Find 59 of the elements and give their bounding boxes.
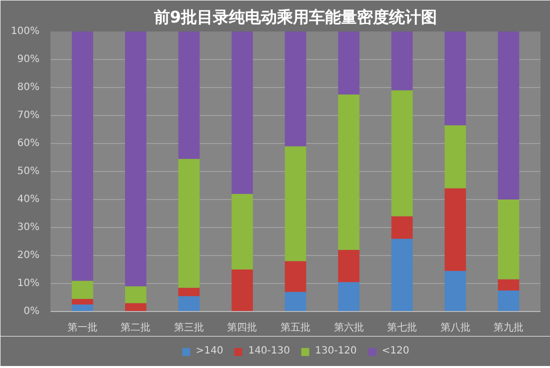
y-tick-label: 10%	[17, 278, 40, 289]
bar	[498, 290, 520, 312]
bar	[391, 32, 413, 90]
x-tick-label: 第七批	[387, 322, 418, 334]
x-tick-label: 第一批	[67, 322, 98, 334]
y-tick-label: 60%	[17, 138, 40, 149]
bar	[391, 90, 413, 216]
x-tick-label: 第五批	[280, 322, 310, 334]
y-tick-label: 50%	[17, 166, 40, 177]
bar	[178, 296, 200, 312]
bar	[284, 261, 306, 292]
legend-label: <120	[382, 346, 410, 356]
x-tick-label: 第二批	[120, 322, 151, 334]
x-tick-label: 第六批	[334, 322, 364, 334]
bar	[72, 280, 94, 299]
bar	[338, 250, 360, 282]
bar	[444, 125, 466, 188]
legend-label: 140-130	[248, 346, 290, 356]
legend-label: 130-120	[315, 346, 357, 356]
bar	[391, 238, 413, 312]
y-tick-label: 40%	[17, 194, 40, 205]
y-tick-label: 70%	[17, 110, 40, 121]
bar	[125, 303, 146, 312]
y-tick-label: 0%	[24, 306, 40, 317]
bar	[232, 194, 253, 270]
x-tick-label: 第九批	[494, 322, 524, 334]
bar	[498, 32, 520, 200]
y-tick-label: 100%	[10, 26, 40, 37]
bar	[338, 94, 360, 250]
bar	[125, 32, 146, 286]
bar	[498, 279, 520, 290]
x-tick-label: 第四批	[227, 322, 258, 334]
bar	[498, 200, 520, 280]
bar	[444, 32, 466, 126]
bar	[178, 158, 200, 288]
bar	[72, 304, 94, 312]
bar	[444, 188, 466, 271]
bar	[232, 32, 253, 194]
bar	[72, 298, 94, 304]
bar	[391, 216, 413, 239]
bar	[178, 288, 200, 296]
bar	[284, 32, 306, 146]
y-tick-label: 30%	[17, 222, 40, 233]
bar	[125, 286, 146, 304]
bar	[178, 32, 200, 159]
chart-title: 前9批目录纯电动乘用车能量密度统计图	[152, 8, 438, 26]
y-tick-label: 90%	[17, 54, 40, 65]
bar	[232, 270, 253, 312]
bar	[338, 32, 360, 94]
y-tick-label: 20%	[17, 250, 40, 261]
bar	[284, 146, 306, 262]
bar	[284, 292, 306, 312]
bar	[72, 32, 94, 281]
bar	[338, 282, 360, 312]
bar	[444, 270, 466, 312]
x-tick-label: 第八批	[440, 322, 470, 334]
y-tick-label: 80%	[17, 82, 40, 93]
x-tick-label: 第三批	[174, 322, 204, 334]
legend-label: >140	[196, 346, 224, 356]
